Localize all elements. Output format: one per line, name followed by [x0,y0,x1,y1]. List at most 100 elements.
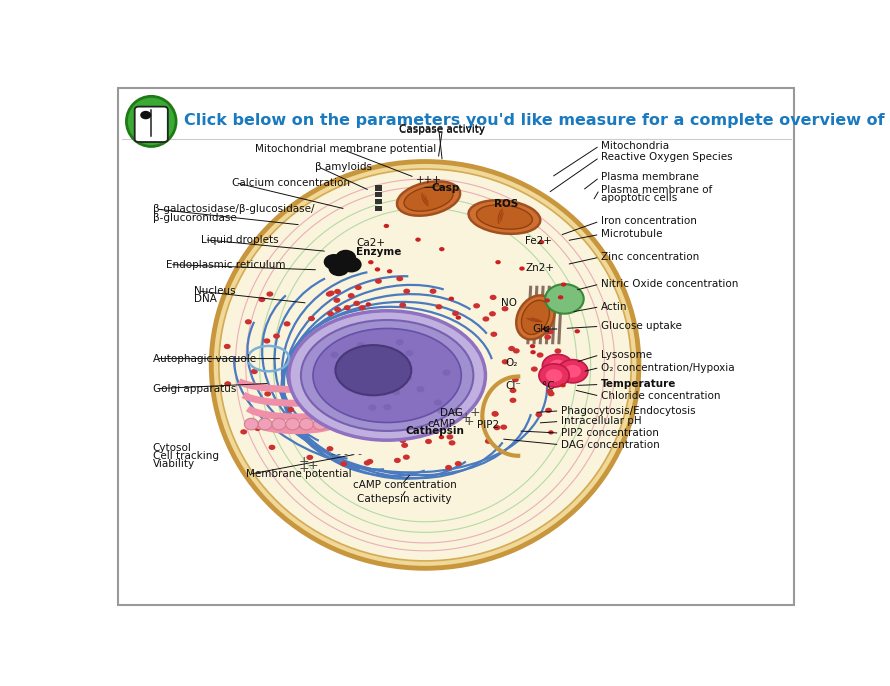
Circle shape [439,435,444,439]
Circle shape [490,295,497,300]
FancyBboxPatch shape [134,106,168,142]
Circle shape [273,333,280,339]
Circle shape [456,316,461,320]
Circle shape [513,348,520,353]
Circle shape [495,260,501,264]
Ellipse shape [516,296,554,340]
Circle shape [328,260,349,276]
Circle shape [350,369,358,375]
Text: O₂: O₂ [506,358,518,368]
Circle shape [357,342,365,348]
Circle shape [574,329,580,333]
Circle shape [327,311,334,316]
Circle shape [512,377,519,382]
Circle shape [455,461,462,466]
Ellipse shape [415,364,432,373]
Text: Cytosol: Cytosol [153,443,191,453]
Circle shape [519,266,525,271]
Ellipse shape [445,355,462,365]
Circle shape [489,311,496,316]
Text: +: + [463,415,473,428]
Text: +: + [451,407,461,419]
Circle shape [223,344,231,349]
Text: Membrane potential: Membrane potential [246,469,352,480]
Circle shape [264,391,271,397]
FancyBboxPatch shape [376,192,383,198]
Text: β amyloids: β amyloids [315,162,372,172]
Circle shape [344,305,351,310]
Text: Reactive Oxygen Species: Reactive Oxygen Species [601,152,732,163]
Circle shape [359,305,366,310]
FancyBboxPatch shape [118,88,794,605]
Circle shape [433,399,442,406]
Circle shape [403,289,410,294]
Circle shape [334,298,340,303]
Circle shape [141,111,151,119]
Ellipse shape [336,345,411,395]
Circle shape [544,335,551,340]
Circle shape [394,458,400,463]
Text: Phagocytosis/Endocytosis: Phagocytosis/Endocytosis [561,406,696,416]
Circle shape [366,303,371,307]
Ellipse shape [427,367,444,377]
Circle shape [306,455,313,460]
Circle shape [334,307,341,312]
Circle shape [395,339,404,345]
Circle shape [417,386,425,392]
Text: -: - [351,449,354,459]
Circle shape [340,461,347,466]
Circle shape [400,303,406,308]
Text: Mitochondrial membrane potential: Mitochondrial membrane potential [255,145,436,154]
Circle shape [287,415,294,421]
Text: Caspase activity: Caspase activity [400,123,485,134]
Circle shape [435,304,442,309]
Text: +: + [299,455,310,468]
Ellipse shape [301,320,473,431]
Text: -: - [358,449,361,459]
Text: PIP2 concentration: PIP2 concentration [561,428,659,438]
Circle shape [375,279,382,284]
Circle shape [545,284,584,314]
Ellipse shape [440,363,457,372]
Text: Casp: Casp [432,183,460,193]
Circle shape [368,260,374,264]
Ellipse shape [126,96,176,147]
Text: O₂ concentration/Hypoxia: O₂ concentration/Hypoxia [601,363,734,372]
Text: °C: °C [542,381,554,391]
Circle shape [564,365,581,377]
Ellipse shape [272,418,286,430]
Circle shape [251,369,258,374]
Circle shape [554,348,562,354]
Ellipse shape [313,329,461,423]
Text: Nitric Oxide concentration: Nitric Oxide concentration [601,279,739,289]
Text: Golgi apparatus: Golgi apparatus [153,383,236,394]
Circle shape [392,389,401,395]
Circle shape [542,355,572,377]
Circle shape [562,357,568,362]
Text: Chloride concentration: Chloride concentration [601,391,721,401]
Text: PIP2: PIP2 [477,420,499,429]
Ellipse shape [286,418,300,430]
Circle shape [530,366,538,372]
Circle shape [491,411,498,416]
Circle shape [355,285,361,290]
Ellipse shape [434,359,450,369]
Circle shape [308,316,315,321]
Circle shape [334,289,341,294]
Circle shape [326,292,333,297]
Text: DAG concentration: DAG concentration [561,440,659,450]
Circle shape [477,376,482,380]
Text: Glucose uptake: Glucose uptake [601,321,682,331]
Text: Glu: Glu [533,324,550,334]
Circle shape [558,295,563,299]
Text: Temperature: Temperature [601,379,676,390]
Circle shape [346,373,354,379]
Text: Enzyme: Enzyme [356,248,401,257]
Ellipse shape [422,357,438,366]
Text: Zn2+: Zn2+ [525,263,554,273]
Circle shape [548,430,554,434]
Circle shape [354,372,362,379]
Circle shape [328,290,335,296]
Circle shape [327,446,334,451]
Circle shape [376,356,384,362]
